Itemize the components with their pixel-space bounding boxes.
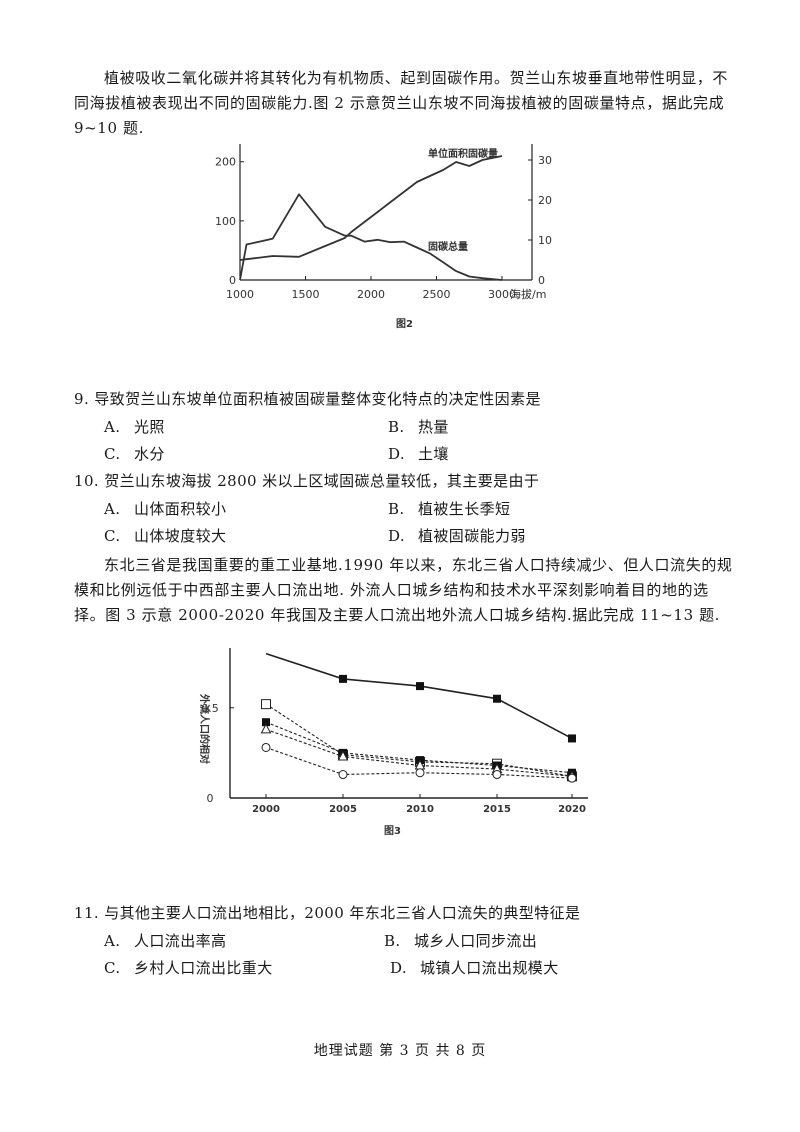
- series-unit-area-carbon: [239, 155, 503, 261]
- q9-option-d[interactable]: D. 土壤: [388, 443, 449, 464]
- label-total-carbon: 固碳总量: [428, 240, 468, 253]
- marker-open-circle: [567, 773, 577, 783]
- marker-open-circle: [338, 770, 348, 780]
- right-tick-label: 10: [538, 234, 552, 247]
- q10-option-c[interactable]: C. 山体坡度较大: [104, 525, 226, 546]
- y-axis-label: 外流人口的相对: [198, 693, 211, 764]
- marker-open-square: [261, 699, 271, 710]
- q10-option-a-text: 山体面积较小: [134, 500, 227, 518]
- marker-open-triangle: [260, 723, 272, 734]
- passage-2-text: 东北三省是我国重要的重工业基地.1990 年以来，东北三省人口持续减少、但人口流…: [74, 556, 733, 624]
- marker-open-circle: [415, 768, 425, 778]
- q11-option-d-text: 城镇人口流出规模大: [420, 959, 559, 977]
- x-tick-label: 2005: [329, 804, 357, 815]
- q11-option-a-letter: A.: [104, 932, 121, 950]
- q11-option-c-text: 乡村人口流出比重大: [134, 959, 273, 977]
- q11-option-c[interactable]: C. 乡村人口流出比重大: [104, 957, 273, 978]
- passage-1: 植被吸收二氧化碳并将其转化为有机物质、起到固碳作用。贺兰山东坡垂直地带性明显，不…: [74, 66, 734, 141]
- x-tick-label: 2020: [558, 804, 586, 815]
- y-tick-label: 0: [207, 792, 214, 805]
- marker-open-circle: [261, 742, 271, 752]
- y-tick-label: 0.5: [201, 702, 219, 715]
- q9-option-a[interactable]: A. 光照: [104, 416, 165, 437]
- x-tick-label: 1000: [226, 288, 254, 301]
- q9-option-c[interactable]: C. 水分: [104, 443, 165, 464]
- x-tick-label: 2500: [423, 288, 451, 301]
- q11-option-a[interactable]: A. 人口流出率高: [104, 930, 226, 951]
- series-total-carbon: [239, 193, 503, 281]
- q10-option-d-letter: D.: [388, 527, 406, 545]
- q11-option-c-letter: C.: [104, 959, 121, 977]
- series-open-triangle-line: [265, 728, 573, 777]
- question-9: 9. 导致贺兰山东坡单位面积植被固碳量整体变化特点的决定性因素是: [74, 390, 541, 408]
- q11-option-b-letter: B.: [384, 932, 401, 950]
- q9-option-d-text: 土壤: [418, 445, 449, 463]
- x-tick-label: 2000: [357, 288, 385, 301]
- q9-option-a-letter: A.: [104, 418, 121, 436]
- q11-option-a-text: 人口流出率高: [134, 932, 227, 950]
- q10-option-b-text: 植被生长季短: [418, 500, 511, 518]
- q9-option-b[interactable]: B. 热量: [388, 416, 449, 437]
- q10-option-d[interactable]: D. 植被固碳能力弱: [388, 525, 526, 546]
- x-tick-label: 1500: [292, 288, 320, 301]
- left-tick-label: 100: [215, 215, 236, 228]
- q9-option-c-letter: C.: [104, 445, 121, 463]
- q10-option-b[interactable]: B. 植被生长季短: [388, 498, 510, 519]
- right-tick-label: 30: [538, 154, 552, 167]
- passage-1-text: 植被吸收二氧化碳并将其转化为有机物质、起到固碳作用。贺兰山东坡垂直地带性明显，不…: [74, 69, 729, 137]
- q11-option-b[interactable]: B. 城乡人口同步流出: [384, 930, 537, 951]
- marker-open-circle: [492, 770, 502, 780]
- q9-option-a-text: 光照: [134, 418, 165, 436]
- figure-3-axes: 0 0.5 2000 2005 2010 2015 2020: [201, 648, 588, 815]
- marker-open-triangle: [337, 750, 349, 761]
- figure-2-caption: 图2: [396, 318, 413, 330]
- q11-option-d-letter: D.: [390, 959, 408, 977]
- q10-option-b-letter: B.: [388, 500, 405, 518]
- marker-filled-square: [493, 694, 501, 703]
- q10-option-c-text: 山体坡度较大: [134, 527, 227, 545]
- figure-3-series: [260, 652, 578, 783]
- figure-3-chart: 0 0.5 2000 2005 2010 2015 2020 外流人口的相对 图3: [198, 648, 588, 837]
- right-tick-label: 20: [538, 194, 552, 207]
- page-footer: 地理试题 第 3 页 共 8 页: [313, 1043, 487, 1059]
- q10-option-d-text: 植被固碳能力弱: [418, 527, 526, 545]
- question-10: 10. 贺兰山东坡海拔 2800 米以上区域固碳总量较低，其主要是由于: [74, 472, 540, 490]
- series-filled-square-line: [265, 652, 573, 740]
- x-tick-label: 2010: [406, 804, 434, 815]
- q9-option-b-text: 热量: [418, 418, 449, 436]
- series-open-circle-line: [265, 746, 573, 779]
- x-axis-label: 海拔/m: [510, 287, 546, 301]
- question-11: 11. 与其他主要人口流出地相比，2000 年东北三省人口流失的典型特征是: [74, 904, 581, 922]
- marker-filled-square: [339, 674, 347, 683]
- x-tick-label: 2000: [252, 804, 280, 815]
- q9-option-c-text: 水分: [134, 445, 165, 463]
- q11-option-d[interactable]: D. 城镇人口流出规模大: [390, 957, 559, 978]
- figure-2-series: [239, 155, 503, 281]
- marker-filled-square: [262, 718, 270, 727]
- x-tick-label: 3000: [488, 288, 516, 301]
- figure-3-caption: 图3: [384, 825, 401, 837]
- q10-option-a[interactable]: A. 山体面积较小: [104, 498, 226, 519]
- marker-filled-square: [568, 734, 576, 743]
- label-unit-area-carbon: 单位面积固碳量: [428, 147, 498, 160]
- passage-2: 东北三省是我国重要的重工业基地.1990 年以来，东北三省人口持续减少、但人口流…: [74, 553, 734, 628]
- q10-option-c-letter: C.: [104, 527, 121, 545]
- x-tick-label: 2015: [483, 804, 511, 815]
- left-tick-label: 200: [215, 156, 236, 169]
- q10-option-a-letter: A.: [104, 500, 121, 518]
- left-tick-label: 0: [229, 274, 236, 287]
- right-tick-label: 0: [538, 274, 545, 287]
- q11-option-b-text: 城乡人口同步流出: [414, 932, 538, 950]
- q9-option-d-letter: D.: [388, 445, 406, 463]
- marker-filled-square: [416, 682, 424, 691]
- q9-option-b-letter: B.: [388, 418, 405, 436]
